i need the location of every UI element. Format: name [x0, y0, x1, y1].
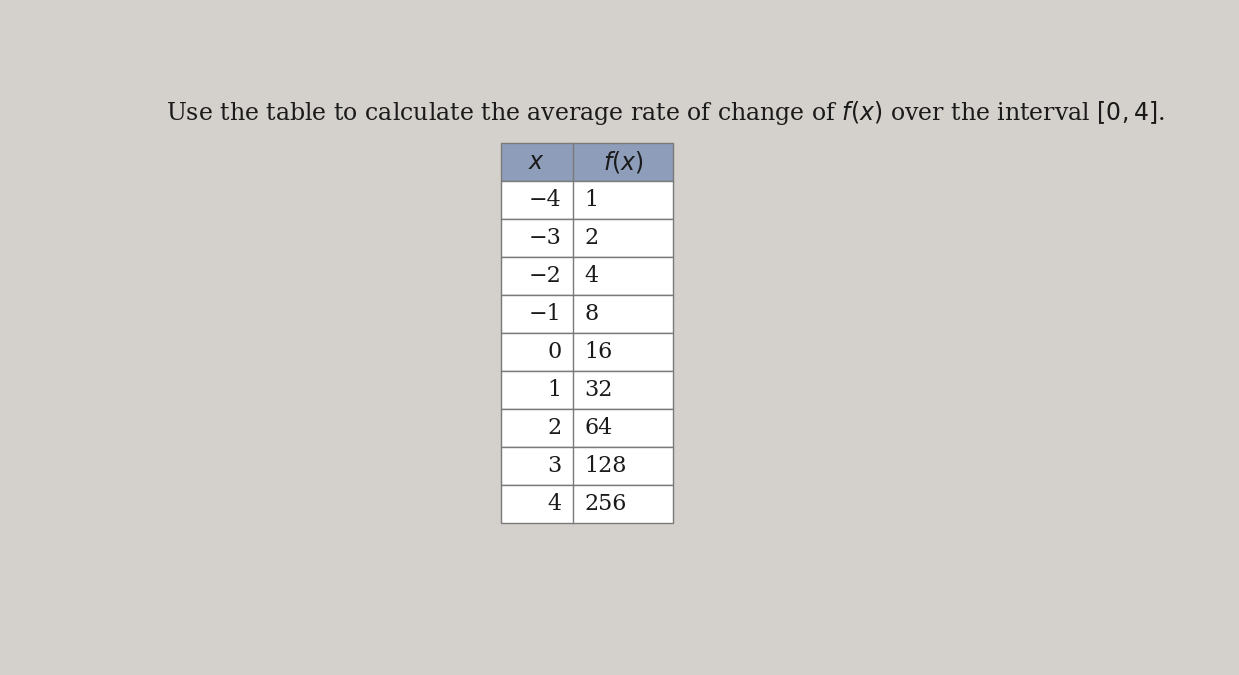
- Text: 32: 32: [585, 379, 613, 401]
- Text: 4: 4: [585, 265, 598, 287]
- Bar: [501, 371, 674, 409]
- Bar: [501, 409, 674, 447]
- Text: 3: 3: [548, 455, 561, 477]
- Text: −3: −3: [529, 227, 561, 249]
- Text: 16: 16: [585, 341, 613, 363]
- Text: 2: 2: [548, 417, 561, 439]
- Text: 256: 256: [585, 493, 627, 515]
- Text: −4: −4: [529, 189, 561, 211]
- Text: 4: 4: [548, 493, 561, 515]
- Text: 128: 128: [585, 455, 627, 477]
- Text: 1: 1: [548, 379, 561, 401]
- Text: $f(x)$: $f(x)$: [602, 149, 643, 176]
- Text: −2: −2: [529, 265, 561, 287]
- Text: 1: 1: [585, 189, 598, 211]
- Text: 64: 64: [585, 417, 613, 439]
- Text: 8: 8: [585, 303, 598, 325]
- Text: Use the table to calculate the average rate of change of $f(x)$ over the interva: Use the table to calculate the average r…: [166, 99, 1165, 127]
- Text: 2: 2: [585, 227, 598, 249]
- Bar: [501, 447, 674, 485]
- Bar: [501, 257, 674, 295]
- Bar: [501, 182, 674, 219]
- Text: $x$: $x$: [528, 151, 545, 174]
- Text: 0: 0: [548, 341, 561, 363]
- Bar: [501, 295, 674, 333]
- Bar: [501, 219, 674, 257]
- Text: −1: −1: [529, 303, 561, 325]
- Bar: [501, 333, 674, 371]
- Bar: [501, 485, 674, 522]
- Bar: [501, 143, 674, 182]
